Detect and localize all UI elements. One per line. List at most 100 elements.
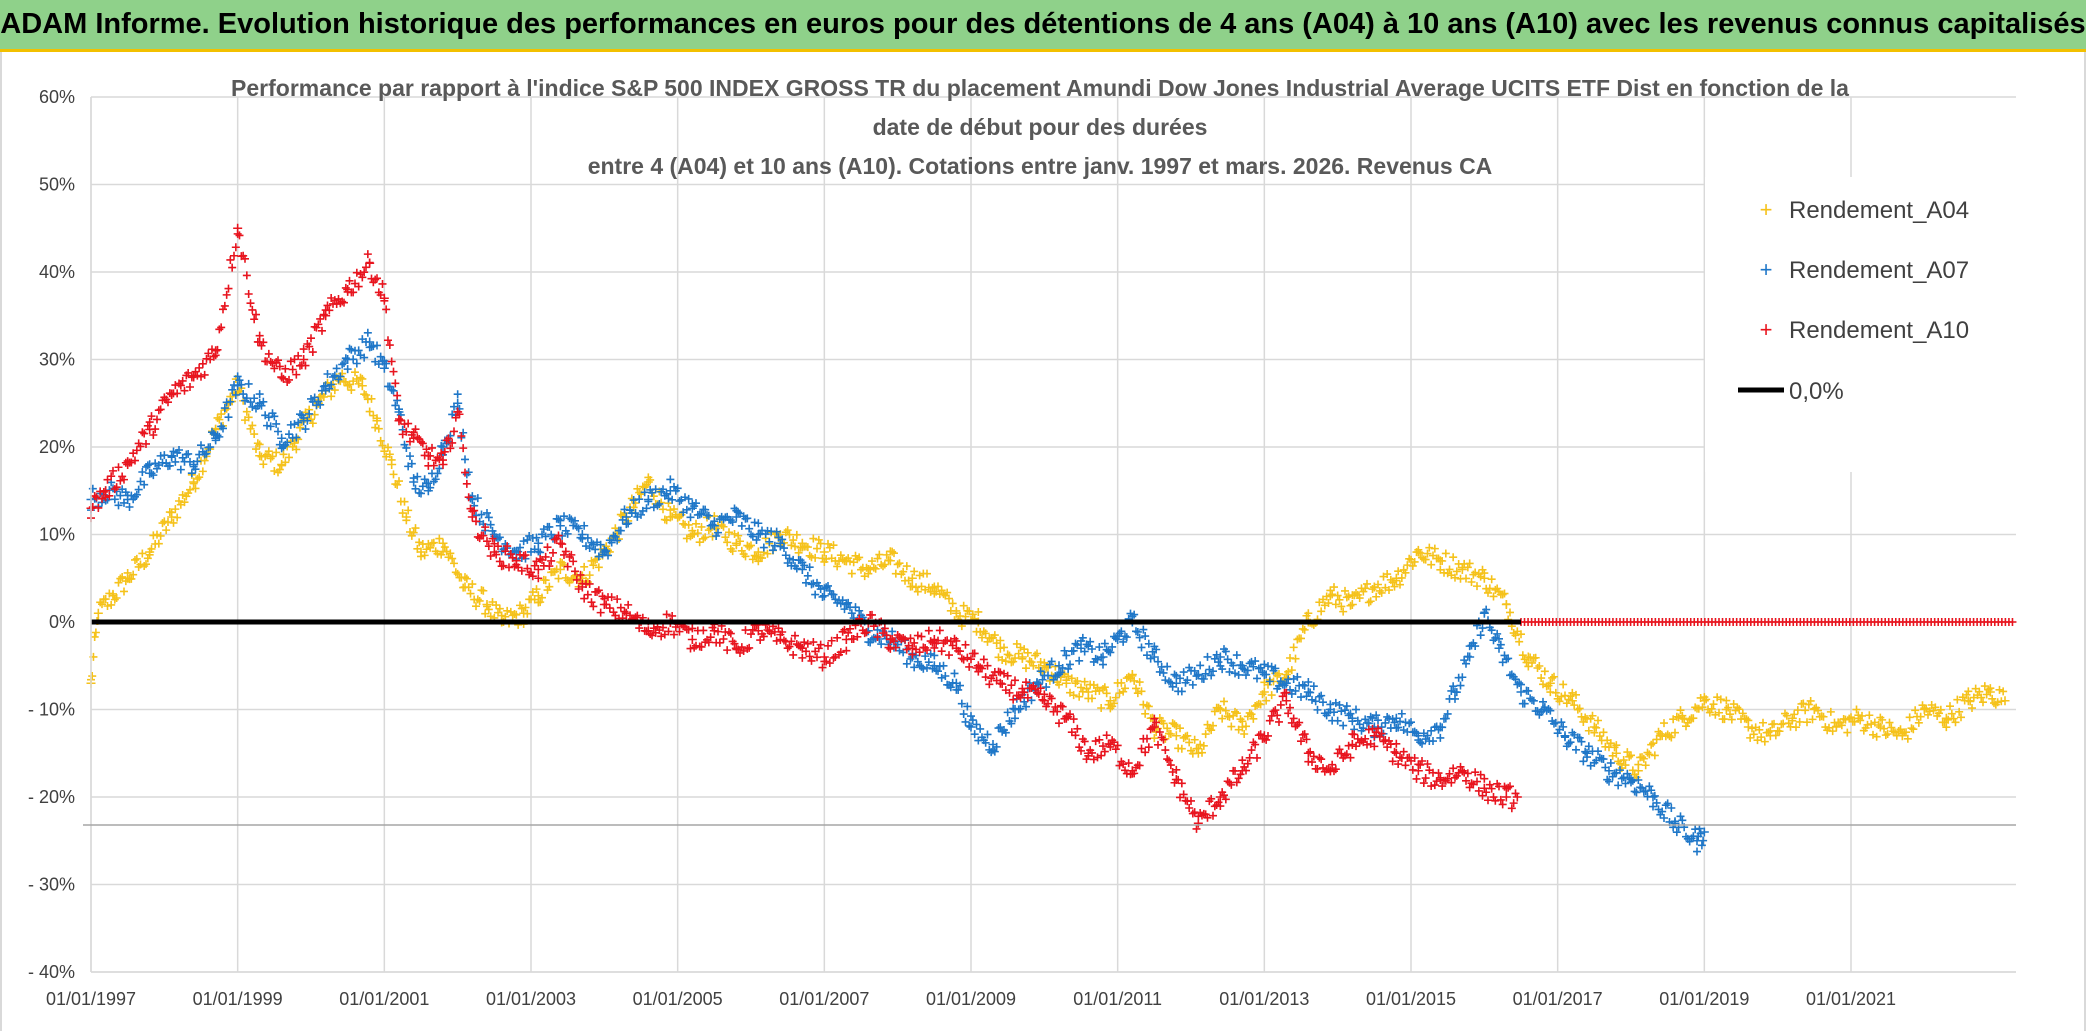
data-point: [417, 437, 425, 446]
data-point-key: [409, 433, 419, 443]
data-point: [968, 716, 977, 725]
data-point: [244, 289, 253, 298]
data-point: [547, 556, 556, 565]
data-point: [473, 595, 482, 604]
data-point: [1612, 741, 1621, 750]
data-point: [1205, 665, 1214, 674]
data-point: [1141, 748, 1150, 757]
data-point: [1594, 716, 1602, 725]
data-point: [316, 400, 325, 409]
data-point: [1394, 760, 1403, 769]
data-point: [1509, 799, 1518, 808]
data-point: [1445, 769, 1454, 778]
data-point: [459, 444, 468, 453]
data-point: [1033, 688, 1041, 697]
data-point: [1053, 707, 1062, 716]
legend-label-a07: Rendement_A07: [1789, 257, 1969, 284]
data-point: [1999, 687, 2008, 696]
data-point: [583, 533, 592, 542]
data-point: [860, 629, 869, 638]
data-point: [1056, 668, 1065, 677]
data-point: [730, 639, 739, 648]
data-point: [1016, 693, 1025, 702]
data-point: [275, 465, 284, 474]
data-point: [803, 639, 812, 648]
data-point-key: [438, 442, 448, 452]
data-point: [1003, 671, 1012, 680]
data-point: [1020, 697, 1029, 706]
data-point-key: [1325, 591, 1335, 601]
data-point: [242, 394, 251, 403]
data-point-key: [1875, 722, 1885, 732]
data-point: [1759, 718, 1767, 727]
data-point: [437, 449, 446, 458]
data-point: [363, 328, 372, 337]
data-point: [532, 585, 541, 594]
data-point: [1947, 709, 1956, 718]
data-point-key: [145, 547, 155, 557]
data-point: [563, 562, 572, 571]
data-point: [220, 404, 229, 413]
data-point: [1210, 707, 1219, 716]
x-tick-label: 01/01/2021: [1806, 989, 1896, 1009]
data-point: [1988, 694, 1997, 703]
data-point: [697, 522, 706, 531]
data-point-key: [1215, 792, 1225, 802]
data-point: [180, 386, 189, 395]
data-point: [1715, 708, 1723, 717]
data-point: [1207, 794, 1216, 803]
data-point: [1445, 565, 1454, 574]
data-point-key: [511, 556, 521, 566]
data-point: [972, 720, 981, 729]
data-point-key: [255, 451, 265, 461]
data-point-key: [555, 538, 565, 548]
data-point: [899, 633, 908, 642]
data-point: [114, 463, 123, 472]
data-point-key: [1582, 748, 1592, 758]
data-point: [1517, 680, 1525, 689]
data-point: [1377, 588, 1386, 597]
data-point: [462, 574, 471, 583]
data-point-key: [966, 722, 976, 732]
data-point: [1476, 572, 1485, 581]
data-point: [1086, 637, 1095, 646]
data-point: [138, 428, 147, 437]
data-point: [288, 365, 297, 374]
data-point: [184, 449, 193, 458]
data-point: [176, 465, 185, 474]
data-point: [543, 543, 552, 552]
data-point: [1265, 677, 1274, 686]
data-point: [1617, 774, 1626, 783]
data-point-key: [1127, 766, 1137, 776]
data-point: [1399, 726, 1408, 735]
data-point: [433, 469, 442, 478]
data-point-key: [379, 363, 389, 373]
data-point: [1667, 733, 1676, 742]
data-point-key: [1413, 547, 1423, 557]
data-point: [1682, 722, 1690, 731]
data-point: [1209, 721, 1217, 730]
data-point: [1702, 695, 1711, 704]
data-point: [1647, 740, 1656, 749]
data-point: [1238, 756, 1247, 765]
data-point: [1441, 549, 1450, 558]
data-point: [923, 646, 931, 655]
data-point: [1022, 702, 1030, 711]
data-point: [1225, 712, 1234, 721]
data-point: [965, 662, 974, 671]
data-point: [1154, 657, 1162, 666]
data-point: [1456, 762, 1465, 771]
data-point: [479, 531, 488, 540]
data-point: [246, 398, 255, 407]
data-point: [895, 559, 904, 568]
data-point: [752, 535, 761, 544]
data-point: [961, 717, 970, 726]
data-point: [268, 452, 277, 461]
data-point: [142, 560, 150, 569]
data-point: [99, 487, 108, 496]
data-point: [825, 659, 834, 668]
data-point: [725, 628, 733, 637]
data-point: [728, 547, 737, 556]
data-point: [222, 290, 231, 299]
data-point: [1071, 639, 1080, 648]
